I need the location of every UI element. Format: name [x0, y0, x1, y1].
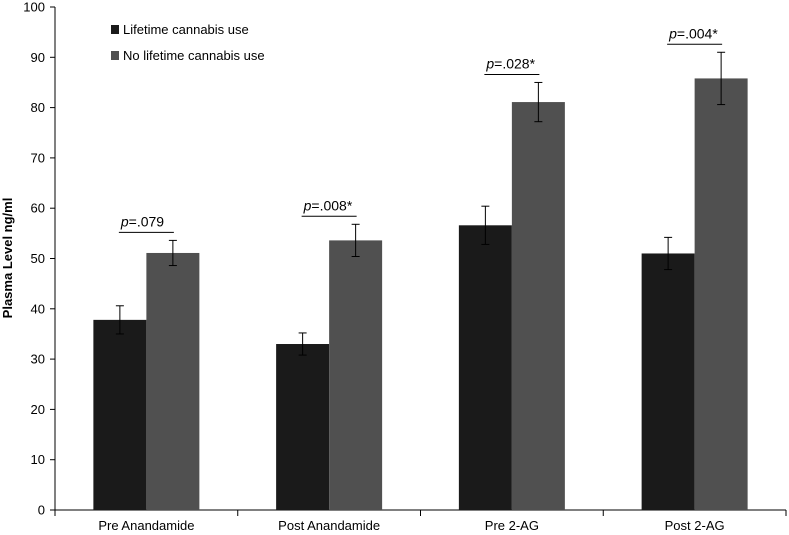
bar-no-lifetime-use: [146, 252, 200, 511]
error-bars: [115, 51, 726, 356]
y-tick-label: 50: [31, 251, 45, 266]
bar-no-lifetime-use: [329, 240, 383, 510]
x-tick-label: Post Anandamide: [278, 518, 380, 533]
legend-label: Lifetime cannabis use: [123, 22, 249, 37]
p-symbol: p: [485, 55, 494, 71]
bar-lifetime-use: [458, 225, 512, 510]
x-tick-label: Post 2-AG: [665, 518, 725, 533]
bar-no-lifetime-use: [511, 102, 565, 510]
y-tick-label: 10: [31, 452, 45, 467]
p-symbol: p: [668, 25, 677, 41]
y-tick-label: 20: [31, 402, 45, 417]
legend-label: No lifetime cannabis use: [123, 48, 265, 63]
p-symbol: p: [120, 213, 129, 229]
x-tick-label: Pre 2-AG: [485, 518, 539, 533]
p-value-text: =.004*: [677, 25, 718, 41]
p-value-text: =.079: [129, 213, 165, 229]
y-tick-label: 0: [38, 503, 45, 518]
legend-swatch: [111, 25, 119, 34]
bar-lifetime-use: [276, 344, 330, 510]
y-tick-label: 100: [23, 0, 45, 15]
y-tick-label: 30: [31, 352, 45, 367]
x-axis: Pre Anandamide Post Anandamide Pre 2-AG Pos…: [54, 509, 787, 533]
p-value-label: p=.028*: [485, 55, 535, 71]
p-value-text: =.008*: [311, 197, 352, 213]
bar-lifetime-use: [93, 319, 147, 510]
y-tick-label: 40: [31, 301, 45, 316]
p-value-label: p=.008*: [303, 197, 353, 213]
y-tick-label: 80: [31, 100, 45, 115]
y-tick-label: 70: [31, 150, 45, 165]
y-tick-label: 60: [31, 201, 45, 216]
p-value-label: p=.004*: [668, 25, 718, 41]
legend-swatch: [111, 51, 119, 60]
y-tick-label: 90: [31, 50, 45, 65]
p-value-text: =.028*: [494, 55, 535, 71]
y-axis: 0 10 20 30 40 50 60 70 80 90 100: [23, 0, 56, 518]
x-tick-label: Pre Anandamide: [98, 518, 194, 533]
p-value-label: p=.079: [120, 213, 164, 229]
legend: Lifetime cannabis use No lifetime cannabi…: [111, 22, 265, 63]
p-symbol: p: [303, 197, 312, 213]
bars: [93, 78, 748, 511]
y-axis-title: Plasma Level ng/ml: [0, 198, 15, 319]
bar-lifetime-use: [641, 253, 695, 510]
bar-no-lifetime-use: [694, 78, 748, 511]
